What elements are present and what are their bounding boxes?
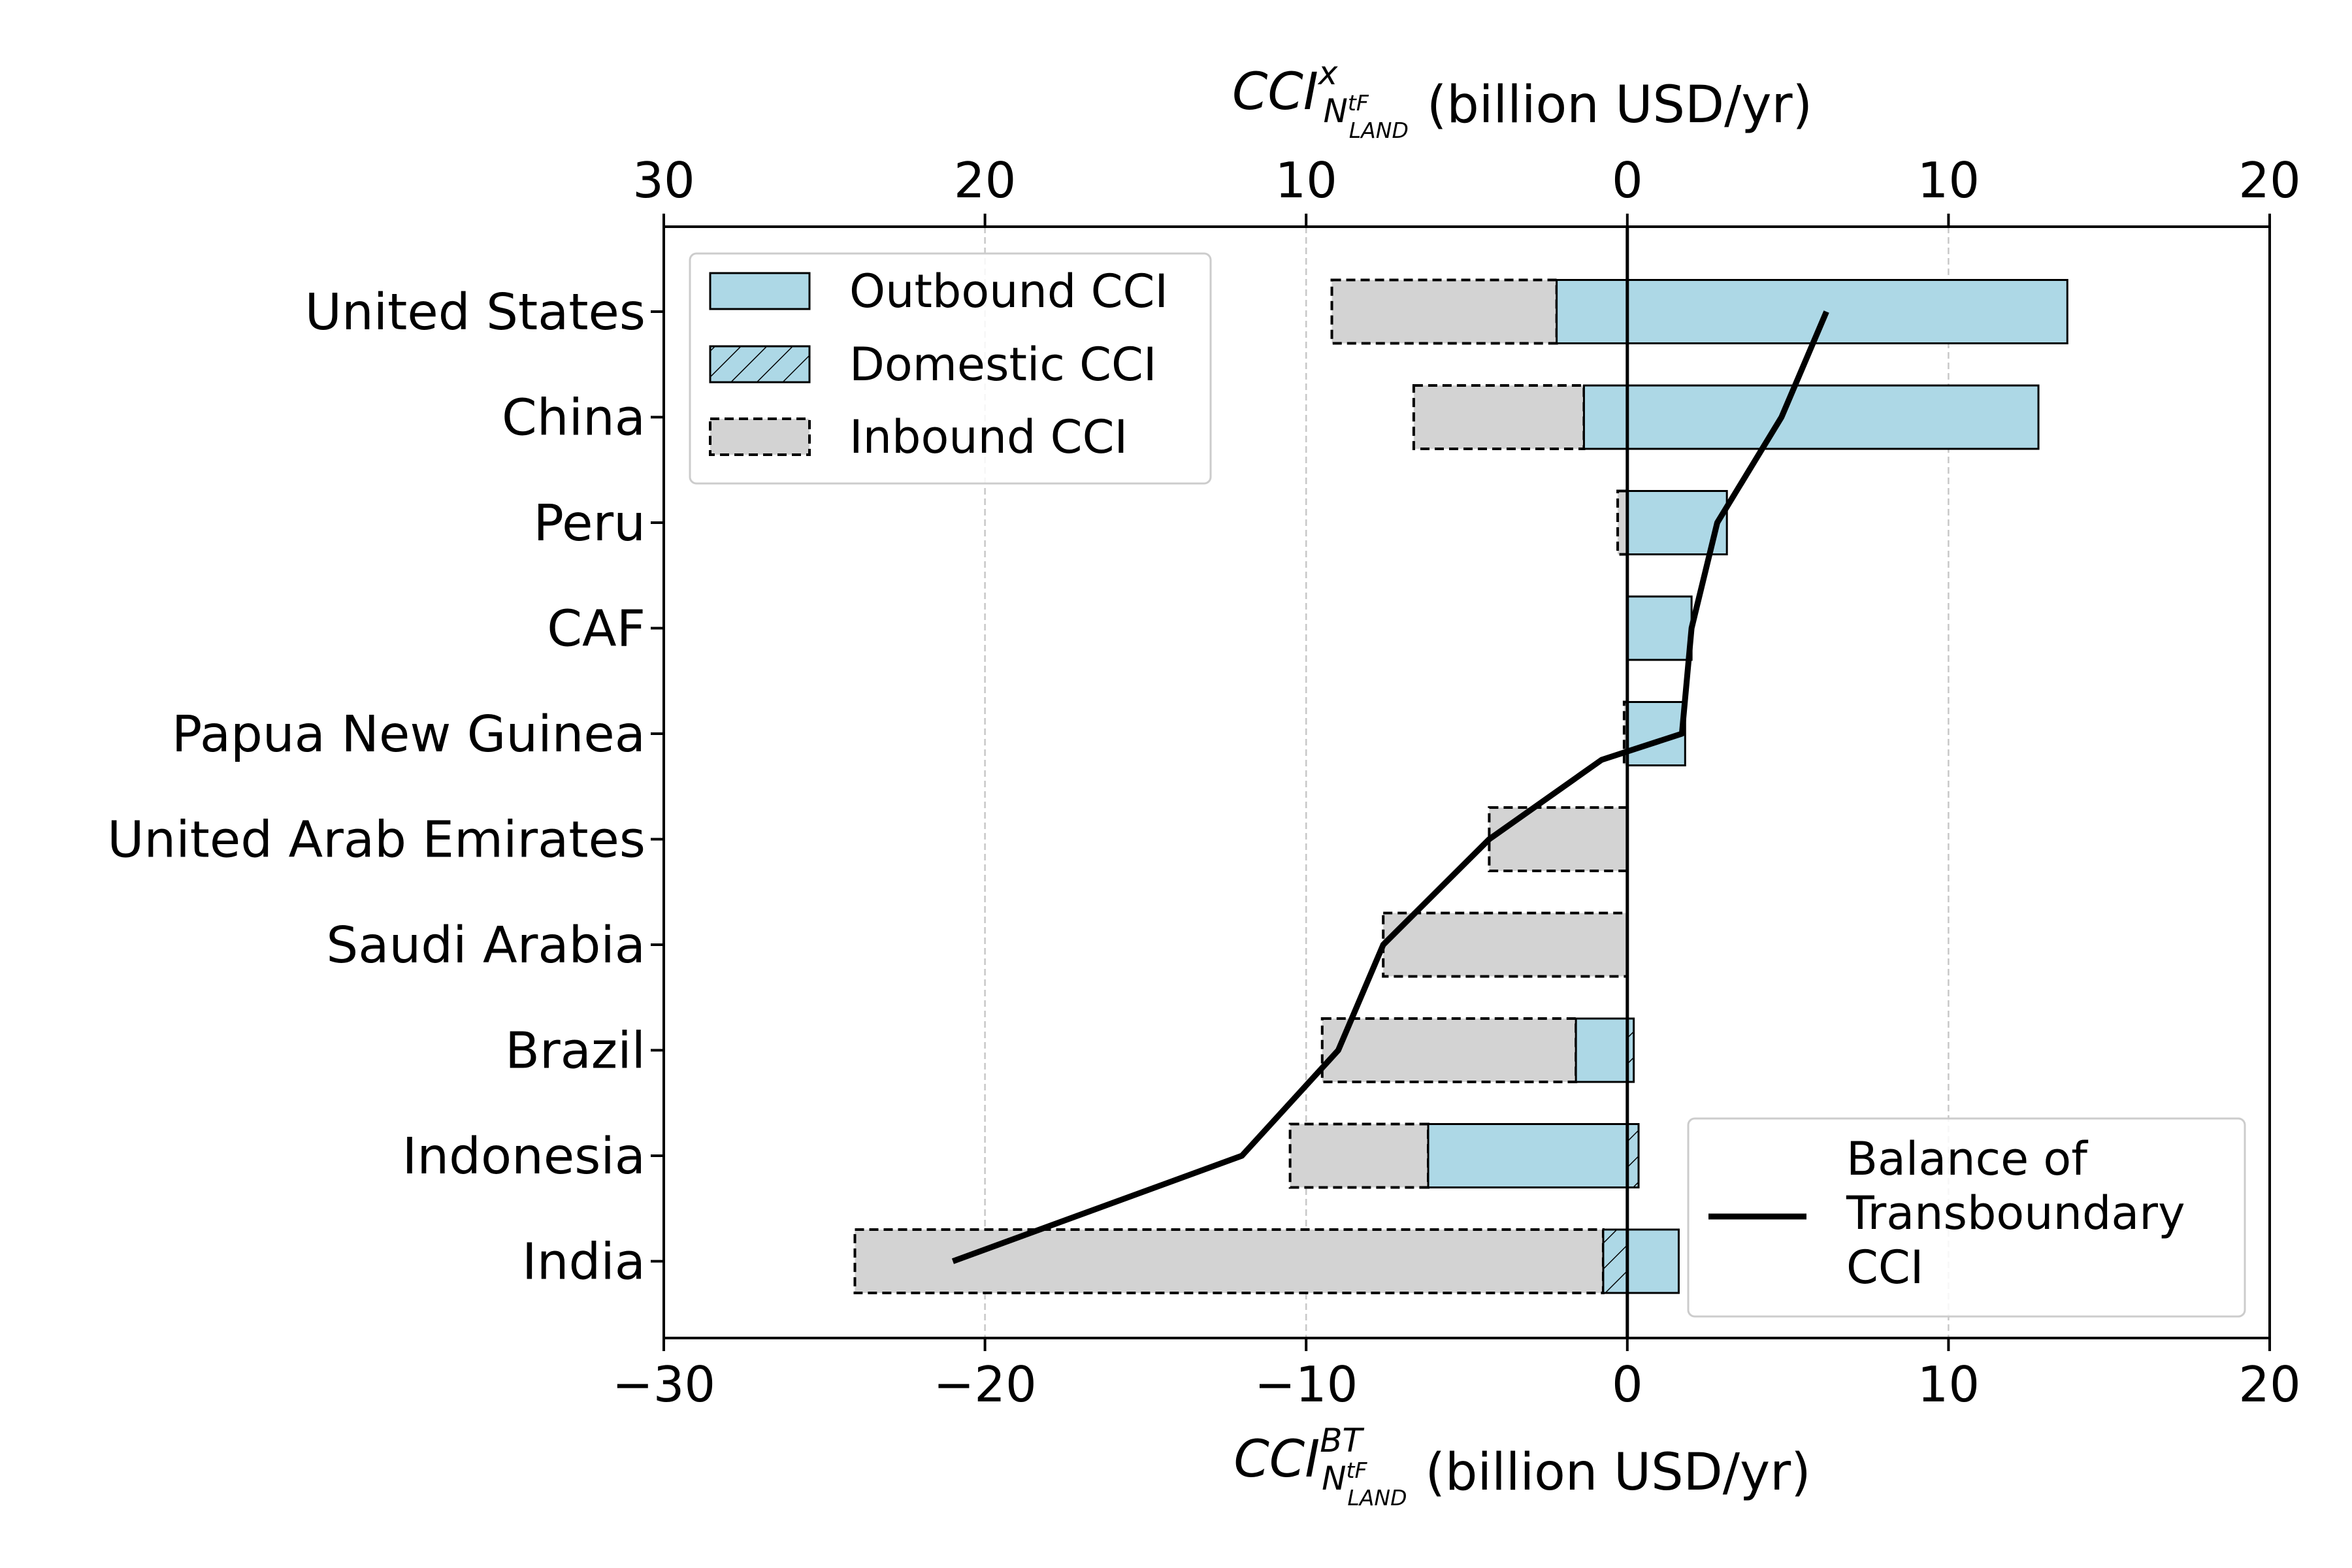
category-label: India [522, 1233, 645, 1292]
category-label: Indonesia [402, 1128, 645, 1186]
top-tick-label: 20 [954, 152, 1016, 209]
bar-domestic [1602, 1228, 1629, 1294]
bar-inbound [1382, 911, 1629, 978]
legend-domestic-swatch [709, 345, 811, 384]
category-labels: United States China Peru CAF Papua New Guine… [107, 284, 664, 1292]
bottom-tick-label: −20 [933, 1356, 1036, 1413]
category-label: United States [305, 284, 645, 342]
legend-outbound-label: Outbound CCI [849, 265, 1168, 318]
bar-domestic [1427, 1123, 1629, 1188]
category-label: Papua New Guinea [172, 706, 645, 764]
top-tick-label: 20 [2238, 152, 2300, 209]
top-tick-label: 10 [1918, 152, 1980, 209]
top-tick-label: 0 [1612, 152, 1643, 209]
category-label: Peru [533, 495, 645, 553]
bar-inbound [1488, 806, 1629, 872]
category-label: Brazil [505, 1022, 645, 1081]
legend-line: Balance of Transboundary CCI [1687, 1117, 2246, 1318]
balance-line [951, 310, 1829, 1264]
category-label: United Arab Emirates [107, 811, 645, 870]
top-axis-label: CCIx NtF LAND (billion USD/yr) [1232, 54, 1812, 143]
bottom-tick-label: 0 [1612, 1356, 1643, 1413]
bar-inbound [853, 1228, 1605, 1294]
top-tick-label: 30 [632, 152, 694, 209]
bar-outbound [1626, 384, 2040, 450]
bar-outbound [1626, 1123, 1640, 1188]
bar-outbound [1626, 279, 2068, 344]
bar-domestic [1582, 384, 1629, 450]
legend-inbound-swatch [709, 417, 811, 456]
category-label: Saudi Arabia [326, 917, 645, 975]
top-tick-label: 10 [1275, 152, 1337, 209]
bar-inbound [1288, 1122, 1430, 1189]
plot-frame [662, 225, 2271, 1339]
bottom-tick-label: −30 [612, 1356, 715, 1413]
legend-outbound-swatch [709, 272, 811, 310]
bottom-tick-label: 10 [1918, 1356, 1980, 1413]
bar-outbound [1626, 1228, 1680, 1294]
legend-domestic-label: Domestic CCI [849, 338, 1156, 391]
ticks: −30 30 −20 20 −10 10 0 0 10 10 20 20 [612, 152, 2301, 1413]
bar-inbound [1616, 489, 1629, 556]
bar-inbound [1330, 278, 1558, 345]
bar-domestic [1575, 1017, 1629, 1083]
bottom-axis-label: CCIBT NtF LAND (billion USD/yr) [1233, 1422, 1810, 1511]
legend-inbound-label: Inbound CCI [849, 410, 1128, 464]
legend-bars: Outbound CCI Domestic CCI Inbound CCI [689, 252, 1212, 485]
bar-inbound [1320, 1017, 1578, 1083]
bar-outbound [1626, 595, 1693, 661]
category-label: China [502, 389, 645, 448]
bottom-tick-label: −10 [1254, 1356, 1358, 1413]
bar-domestic [1556, 279, 1629, 344]
category-label: CAF [547, 600, 645, 659]
legend-balance-label: Balance of Transboundary CCI [1846, 1132, 2185, 1294]
bottom-tick-label: 20 [2238, 1356, 2300, 1413]
bar-inbound [1412, 384, 1586, 450]
